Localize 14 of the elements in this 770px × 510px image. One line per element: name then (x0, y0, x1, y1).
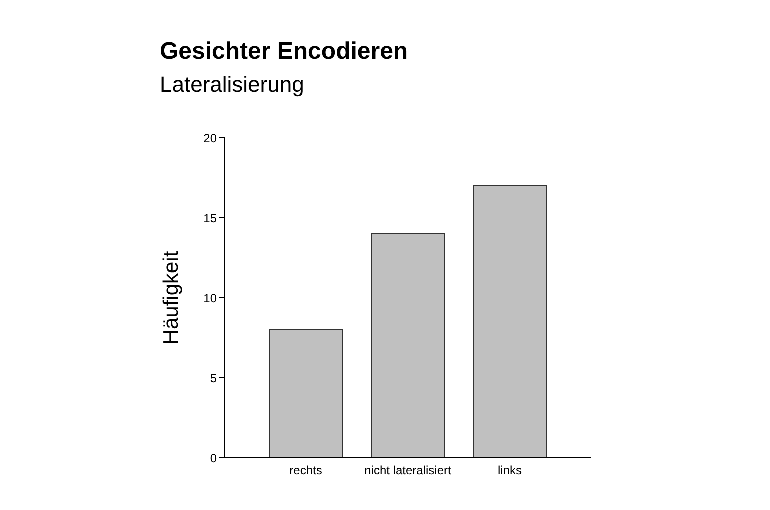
y-tick-label: 5 (210, 371, 218, 386)
chart-title: Gesichter Encodieren (160, 38, 408, 66)
y-tick-label: 10 (204, 291, 218, 306)
x-tick-label: nicht lateralisiert (364, 464, 452, 478)
y-tick-label: 20 (204, 131, 218, 146)
bar (270, 330, 344, 458)
bar (474, 186, 548, 458)
chart-subtitle: Lateralisierung (160, 72, 304, 98)
y-tick-label: 0 (210, 451, 218, 466)
y-tick-label: 15 (204, 211, 218, 226)
x-tick-label: rechts (290, 464, 322, 478)
bar (372, 234, 446, 458)
x-tick-label: links (498, 464, 522, 478)
y-axis-title: Häufigkeit (160, 251, 183, 345)
